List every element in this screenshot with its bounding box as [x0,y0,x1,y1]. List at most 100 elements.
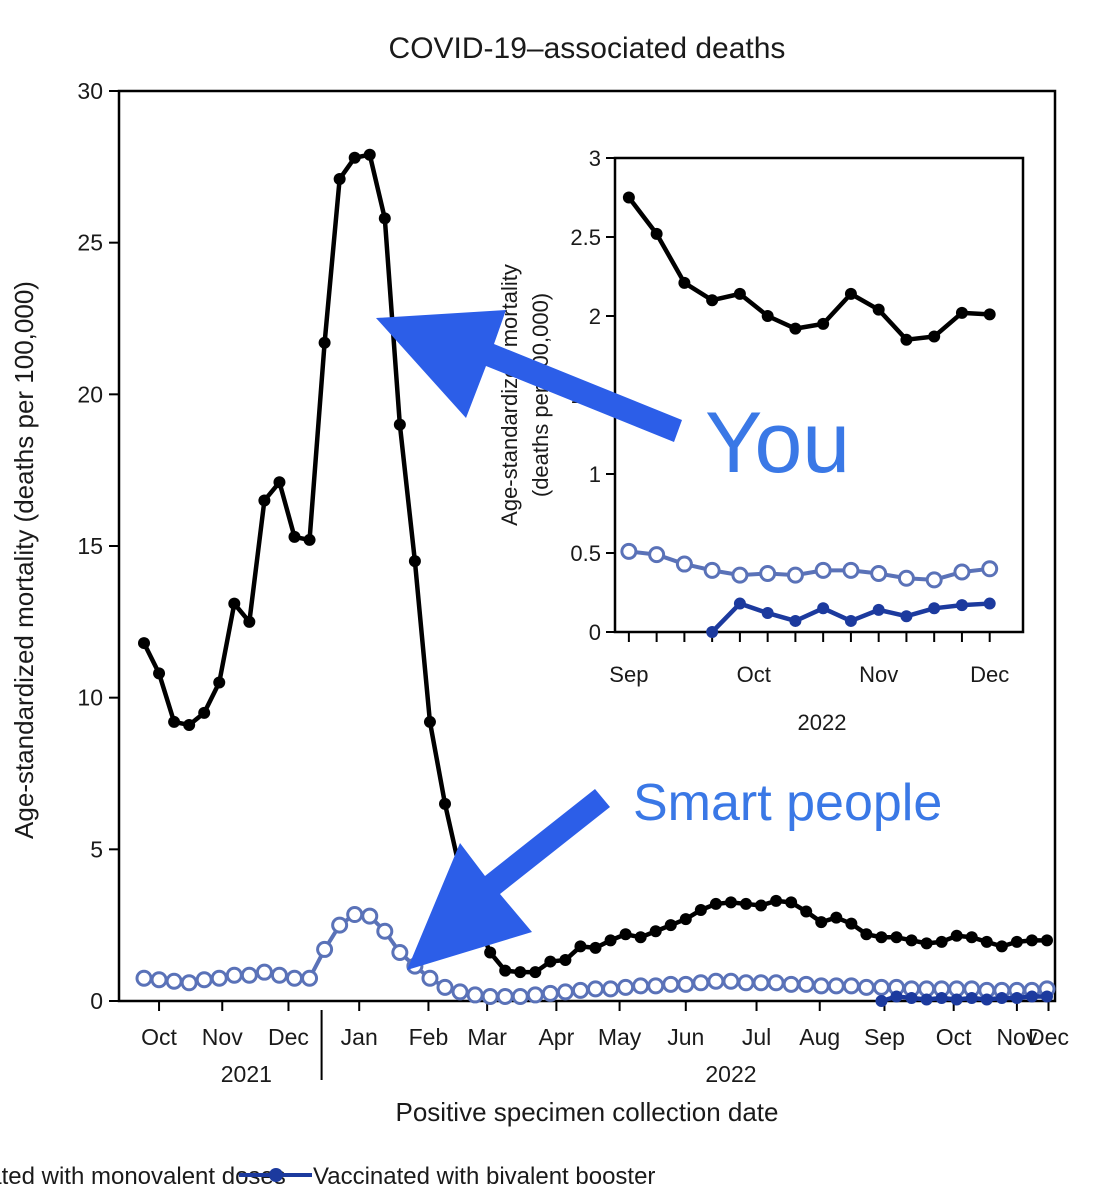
inset-x-tick-label: Oct [737,662,771,687]
main-data-point [890,990,903,1003]
inset-x-tick-label: Dec [970,662,1009,687]
main-x-tick-label: Feb [409,1024,449,1050]
arrow-you [376,310,682,442]
main-data-point [845,917,858,930]
main-data-point [662,975,680,993]
inset-data-point [675,555,693,573]
main-data-point [965,991,978,1004]
main-data-point [694,904,707,916]
main-y-tick-label: 30 [77,78,103,104]
main-data-point [679,913,692,926]
main-data-point [857,978,875,996]
main-data-point [1010,935,1023,948]
inset-data-point [731,566,749,584]
y-axis-label: Age-standardized mortality (deaths per 1… [9,281,39,839]
main-data-point [617,978,635,996]
inset-y-tick-label: 3 [589,146,601,171]
main-data-point [589,941,602,954]
main-y-tick-label: 15 [77,533,103,559]
main-data-point [1041,990,1053,1003]
main-data-point [228,597,241,610]
main-data-point [950,993,963,1006]
main-data-point [800,905,813,918]
main-x-tick-label: Sep [864,1024,905,1050]
main-data-point [270,966,288,984]
inset-data-point [706,294,719,307]
main-data-point [135,969,153,987]
inset-data-point [844,614,857,627]
main-data-point [995,940,1008,953]
inset-data-point [678,276,691,289]
inset-data-point [928,602,941,615]
inset-y-tick-label: 2.5 [570,225,601,250]
main-data-point [965,931,978,944]
x-axis-label: Positive specimen collection date [396,1097,779,1127]
main-data-point [559,954,572,967]
inset-data-point [761,310,774,322]
main-data-point [348,151,361,164]
main-data-point [451,983,469,1001]
main-data-point [737,974,755,992]
main-data-point [318,336,331,349]
main-data-point [225,966,243,984]
main-data-point [183,718,196,731]
main-data-point [301,969,319,987]
main-data-point [138,637,150,650]
main-data-point [243,615,256,628]
main-data-point [707,972,725,990]
inset-y-tick-label: 1 [589,462,601,487]
inset-data-point [622,191,635,204]
main-x-tick-label: Aug [799,1024,840,1050]
main-data-point [408,555,421,568]
main-x-tick-label: Oct [936,1024,972,1050]
main-data-point [574,940,587,953]
inset-data-point [842,561,860,579]
main-x-tick-label: Oct [141,1024,177,1050]
main-data-point [210,969,228,987]
main-data-point [602,980,620,998]
main-data-point [872,978,890,996]
main-data-point [376,922,394,940]
inset-plot-frame [613,156,1025,634]
inset-data-point [733,597,746,610]
main-data-point [677,975,695,993]
main-data-point [722,972,740,990]
main-data-point [153,667,166,680]
main-data-point [770,894,783,907]
main-data-point [213,676,226,689]
inset-data-point [817,317,830,330]
inset-series-group [620,191,999,638]
inset-data-point [844,287,857,300]
main-data-point [198,706,211,719]
main-x-tick-label: Dec [268,1024,309,1050]
main-x-tick-label: Apr [538,1024,574,1050]
main-data-point [541,984,559,1002]
main-data-point [168,715,181,728]
main-data-point [587,980,604,998]
main-data-point [980,935,993,948]
main-data-point [393,418,406,431]
main-data-point [288,530,301,543]
inset-y-tick-label: 0.5 [570,541,601,566]
main-data-point [649,925,662,938]
inset-data-point [733,287,746,300]
main-data-point [556,983,574,1001]
main-y-tick-label: 10 [77,685,103,711]
main-data-point [180,974,198,992]
inset-y-axis-label-line2: (deaths per 100,000) [528,293,553,497]
inset-data-point [900,333,913,346]
main-data-point [529,966,542,979]
inset-data-point [928,330,941,343]
inset-data-point [703,561,721,579]
inset-y-tick-label: 0 [589,620,601,645]
main-data-point [363,148,376,161]
main-data-point [514,966,527,979]
main-x-tick-label: Jul [742,1024,771,1050]
main-data-point [255,963,273,981]
main-data-point [1025,990,1038,1003]
main-data-point [436,978,454,996]
inset-y-tick-label: 2 [589,304,601,329]
main-data-point [935,991,948,1004]
inset-x-axis: Sep Oct Nov Dec [609,632,1009,687]
main-data-point [797,975,815,993]
